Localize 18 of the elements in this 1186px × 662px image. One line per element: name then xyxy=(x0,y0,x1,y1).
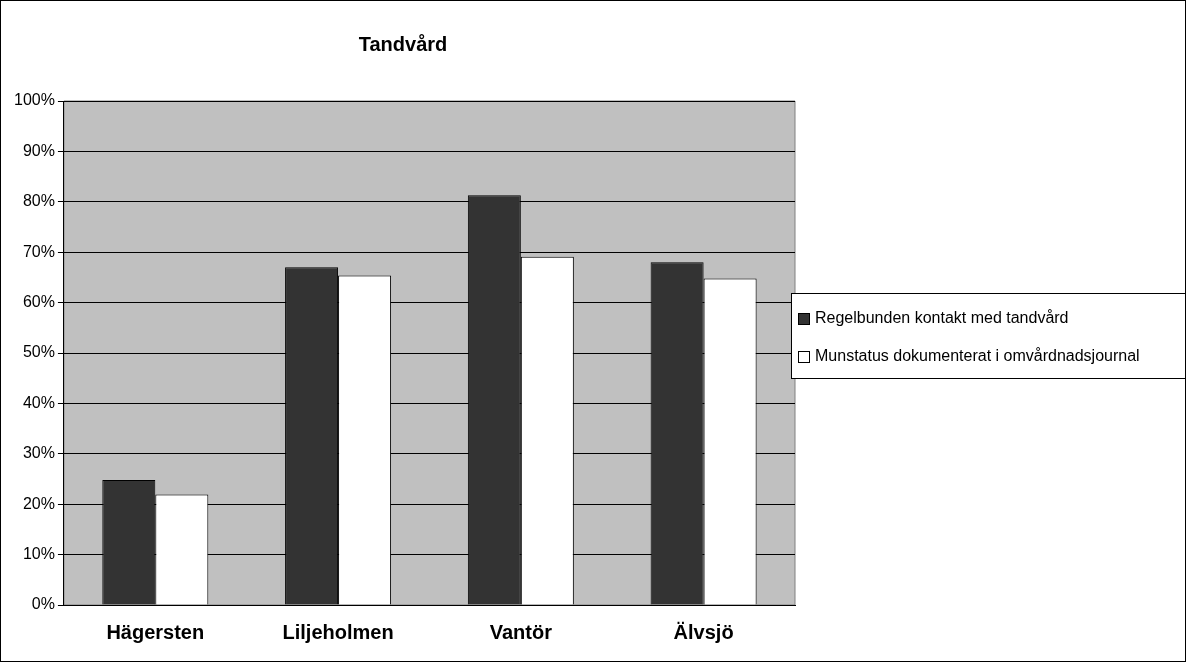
y-tick-label: 80% xyxy=(22,192,55,210)
x-tick-label: Liljeholmen xyxy=(282,620,394,643)
y-tick-label: 90% xyxy=(22,141,55,159)
legend-label: Regelbunden kontakt med tandvård xyxy=(815,308,1069,328)
chart-title: Tandvård xyxy=(358,32,448,55)
legend-label: Munstatus dokumenterat i omvårdnadsjournal xyxy=(815,346,1140,366)
y-tick-label: 100% xyxy=(14,91,55,109)
y-tick-label: 60% xyxy=(22,293,55,311)
y-tick-label: 30% xyxy=(22,444,55,462)
x-tick-label: Vantör xyxy=(489,620,553,643)
y-tick-label: 70% xyxy=(22,242,55,260)
y-tick-label: 40% xyxy=(22,393,55,411)
x-tick-label: Hägersten xyxy=(106,620,205,643)
y-tick-label: 0% xyxy=(31,595,55,613)
x-tick-label: Älvsjö xyxy=(673,620,734,643)
y-tick-label: 50% xyxy=(22,343,55,361)
y-tick-label: 10% xyxy=(22,545,55,563)
y-tick-label: 20% xyxy=(22,494,55,512)
